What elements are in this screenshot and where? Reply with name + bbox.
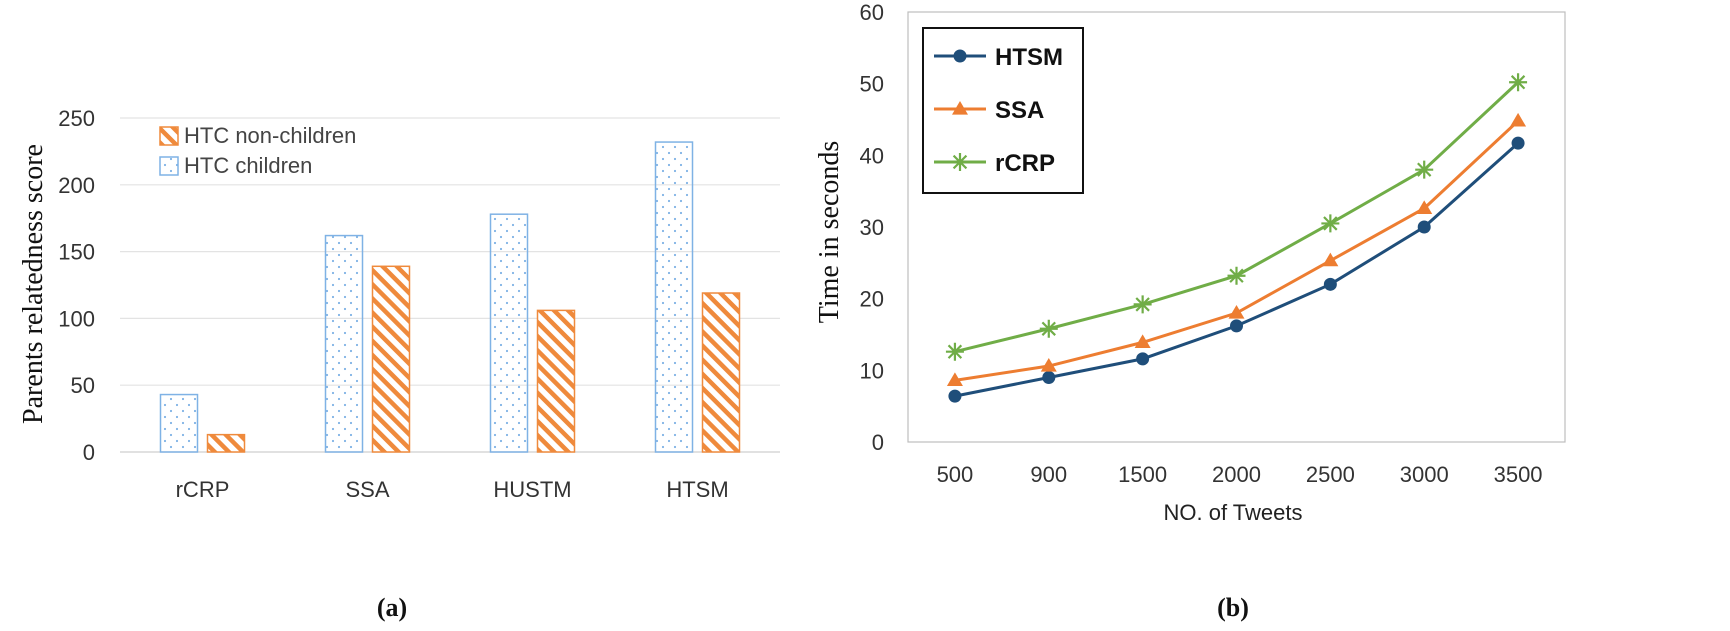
chart-b-x-tick-label: 2500 bbox=[1306, 462, 1355, 487]
legend-marker-ssa bbox=[952, 101, 968, 115]
bar-htc-children-hustm bbox=[489, 213, 529, 453]
point-htsm-900 bbox=[1042, 371, 1056, 384]
point-ssa-3500 bbox=[1510, 112, 1527, 127]
point-ssa-500 bbox=[946, 372, 963, 386]
chart-b-y-tick-label: 40 bbox=[860, 143, 884, 168]
point-rcrp-3000 bbox=[1415, 160, 1434, 179]
point-ssa-3000 bbox=[1416, 200, 1433, 214]
legend-label-ssa: SSA bbox=[995, 97, 1044, 124]
bar-htc-non-children-hustm bbox=[536, 309, 576, 453]
bar-htc-children-htsm bbox=[654, 141, 694, 453]
chart-b-y-tick-label: 60 bbox=[860, 0, 884, 25]
chart-a-bars bbox=[159, 141, 741, 453]
chart-a-y-tick-label: 150 bbox=[58, 240, 95, 265]
chart-b-x-axis-title: NO. of Tweets bbox=[1164, 500, 1303, 525]
point-htsm-2500 bbox=[1323, 277, 1337, 291]
chart-a-legend: HTC non-children HTC children bbox=[159, 123, 356, 178]
chart-b-y-tick-label: 30 bbox=[860, 215, 884, 240]
point-htsm-500 bbox=[948, 389, 962, 403]
chart-a-y-tick-label: 50 bbox=[71, 373, 95, 398]
point-ssa-1500 bbox=[1134, 334, 1151, 348]
legend-swatch-htc-non-children bbox=[159, 126, 179, 146]
point-htsm-3000 bbox=[1417, 220, 1431, 234]
point-rcrp-3500 bbox=[1509, 73, 1528, 92]
bar-htc-non-children-rcrp bbox=[206, 433, 246, 453]
chart-b-plot-frame bbox=[907, 11, 1566, 443]
chart-a-y-ticks: 0 50 100 150 200 250 bbox=[58, 106, 95, 465]
bar-htc-children-ssa bbox=[324, 234, 364, 453]
legend-label-htsm: HTSM bbox=[995, 44, 1063, 71]
point-rcrp-500 bbox=[945, 342, 964, 361]
bar-htc-children-rcrp bbox=[159, 393, 199, 453]
chart-b-legend: HTSM SSA rCRP bbox=[922, 27, 1084, 194]
chart-a-x-ticks: rCRP SSA HUSTM HTSM bbox=[176, 477, 729, 502]
chart-b-x-tick-label: 500 bbox=[937, 462, 974, 487]
chart-b-series bbox=[945, 73, 1528, 403]
point-rcrp-900 bbox=[1039, 319, 1058, 338]
chart-a-caption: (a) bbox=[377, 593, 407, 622]
chart-a-y-tick-label: 0 bbox=[83, 440, 95, 465]
legend-swatch-htc-children bbox=[159, 156, 179, 176]
chart-b-x-tick-label: 3500 bbox=[1494, 462, 1543, 487]
point-htsm-3500 bbox=[1511, 136, 1525, 150]
chart-b-x-tick-label: 1500 bbox=[1118, 462, 1167, 487]
legend-label-rcrp: rCRP bbox=[995, 150, 1055, 177]
point-htsm-1500 bbox=[1136, 352, 1150, 366]
chart-b-caption: (b) bbox=[1217, 593, 1249, 622]
point-htsm-2000 bbox=[1230, 319, 1243, 333]
chart-b: 0 10 20 30 40 50 60 500 900 1500 2000 2500 3000 3500… bbox=[814, 0, 1566, 622]
chart-a-y-tick-label: 100 bbox=[58, 306, 95, 331]
point-ssa-2000 bbox=[1228, 305, 1245, 319]
chart-b-y-tick-label: 20 bbox=[860, 287, 884, 312]
chart-b-y-axis-title: Time in seconds bbox=[814, 141, 845, 324]
point-rcrp-1500 bbox=[1133, 295, 1152, 314]
chart-b-y-tick-label: 0 bbox=[872, 430, 884, 455]
point-ssa-900 bbox=[1040, 358, 1057, 372]
chart-a-y-tick-label: 250 bbox=[58, 106, 95, 131]
point-rcrp-2500 bbox=[1321, 214, 1340, 233]
legend-label-htc-non-children: HTC non-children bbox=[184, 123, 356, 148]
chart-b-x-tick-label: 3000 bbox=[1400, 462, 1449, 487]
chart-a-y-tick-label: 200 bbox=[58, 173, 95, 198]
legend-label-htc-children: HTC children bbox=[184, 153, 312, 178]
chart-b-x-tick-label: 2000 bbox=[1212, 462, 1261, 487]
bar-htc-non-children-htsm bbox=[701, 292, 741, 453]
point-ssa-2500 bbox=[1322, 252, 1339, 267]
chart-b-x-ticks: 500 900 1500 2000 2500 3000 3500 bbox=[937, 462, 1543, 487]
chart-b-y-tick-label: 10 bbox=[860, 358, 884, 383]
bar-htc-non-children-ssa bbox=[371, 265, 411, 453]
chart-b-x-tick-label: 900 bbox=[1030, 462, 1067, 487]
chart-a: 0 50 100 150 200 250 rCRP SSA HUSTM HTSM Parents… bbox=[18, 106, 780, 622]
chart-a-x-tick-label: SSA bbox=[345, 477, 389, 502]
chart-a-x-tick-label: rCRP bbox=[176, 477, 230, 502]
chart-b-y-ticks: 0 10 20 30 40 50 60 bbox=[860, 0, 884, 455]
legend-marker-htsm bbox=[953, 49, 967, 63]
chart-a-y-axis-title: Parents relatedness score bbox=[18, 144, 49, 424]
chart-b-y-tick-label: 50 bbox=[860, 72, 884, 97]
chart-a-x-tick-label: HTSM bbox=[666, 477, 728, 502]
legend-marker-rcrp bbox=[951, 153, 969, 171]
chart-a-x-tick-label: HUSTM bbox=[493, 477, 571, 502]
point-rcrp-2000 bbox=[1227, 266, 1246, 285]
